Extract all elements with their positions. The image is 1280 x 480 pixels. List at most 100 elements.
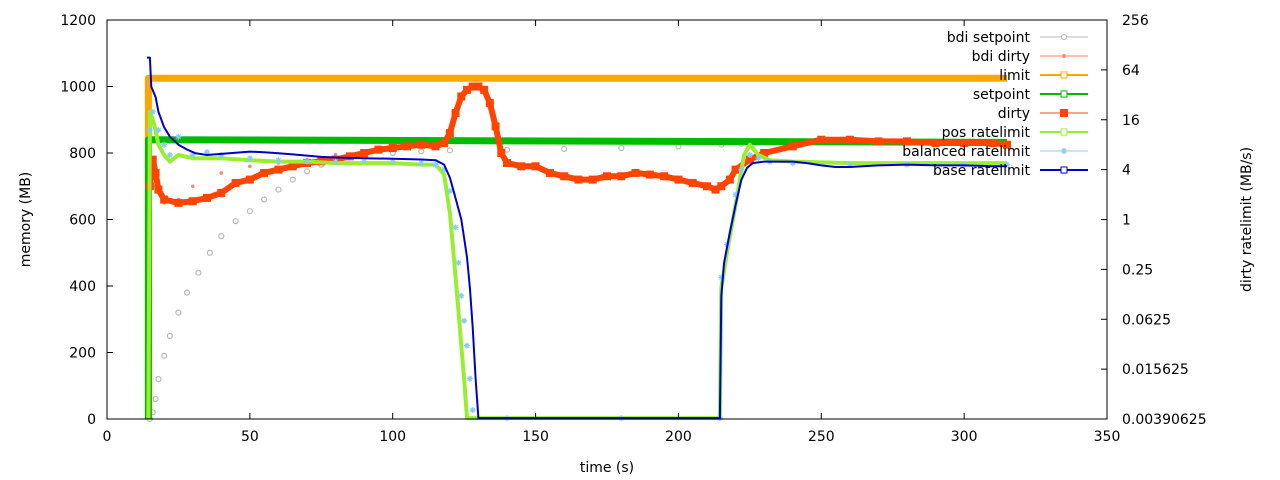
data-point-dirty [903, 137, 911, 146]
y2-tick-label: 16 [1122, 113, 1140, 129]
series-dirty [145, 82, 1011, 207]
data-point-balanced-ratelimit [746, 152, 753, 159]
data-point-dirty [645, 170, 654, 179]
legend-item-setpoint: setpoint [973, 87, 1088, 103]
data-point-dirty [231, 178, 240, 187]
y2-tick-label: 0.00390625 [1122, 412, 1207, 428]
legend-item-bdi-dirty: bdi dirty [972, 49, 1088, 65]
data-point-bdi-setpoint [206, 249, 213, 256]
data-point-dirty [431, 142, 440, 151]
data-point-balanced-ratelimit [461, 317, 468, 324]
data-point-bdi-setpoint [155, 376, 162, 383]
data-point-dirty [517, 162, 526, 171]
data-point-dirty [457, 92, 466, 101]
legend-label: bdi dirty [972, 49, 1030, 65]
x-tick-label: 350 [1094, 429, 1121, 445]
data-point-bdi-dirty [190, 184, 195, 189]
data-point-dirty [440, 139, 449, 148]
x-tick-label: 200 [665, 429, 692, 445]
y2-tick-label: 0.0625 [1122, 312, 1171, 328]
data-point-dirty [603, 172, 611, 181]
legend-marker [1062, 54, 1066, 58]
data-point-dirty [203, 193, 211, 202]
data-point-balanced-ratelimit [718, 274, 725, 281]
data-point-dirty [451, 109, 460, 118]
data-point-bdi-setpoint [418, 148, 425, 155]
data-point-dirty [503, 158, 511, 167]
legend-label: balanced ratelimit [902, 144, 1030, 160]
y-tick-label: 1000 [60, 80, 96, 96]
data-point-dirty [560, 172, 569, 181]
data-point-dirty [588, 175, 597, 184]
data-point-dirty [388, 144, 397, 153]
data-point-balanced-ratelimit [466, 375, 473, 382]
data-point-balanced-ratelimit [432, 161, 439, 168]
data-point-bdi-setpoint [232, 218, 239, 225]
data-point-dirty [480, 85, 489, 94]
data-point-bdi-setpoint [195, 269, 202, 276]
data-point-dirty [745, 155, 754, 164]
series-line-limit [144, 74, 1007, 419]
y-axis-label: memory (MB) [18, 172, 34, 268]
data-point-balanced-ratelimit [418, 160, 425, 167]
data-point-dirty [345, 152, 354, 161]
data-point-dirty [245, 175, 254, 184]
y2-tick-label: 0.015625 [1122, 362, 1189, 378]
data-point-balanced-ratelimit [175, 133, 182, 140]
data-point-bdi-dirty [219, 171, 224, 175]
data-point-dirty [485, 99, 494, 108]
data-point-bdi-setpoint [289, 176, 296, 183]
y-tick-label: 0 [87, 412, 96, 428]
x-axis: 0 50 100 150 200 250 300 350 [103, 20, 1121, 445]
data-point-dirty [711, 185, 720, 194]
data-point-balanced-ratelimit [389, 158, 396, 165]
data-point-dirty [360, 149, 369, 157]
data-point-balanced-ratelimit [204, 149, 210, 156]
legend-label: bdi setpoint [947, 30, 1031, 46]
data-point-bdi-setpoint [218, 233, 225, 240]
data-point-bdi-setpoint [303, 168, 311, 175]
data-point-dirty [288, 162, 297, 171]
data-point-balanced-ratelimit [446, 188, 453, 195]
legend-label: limit [999, 68, 1030, 84]
data-point-balanced-ratelimit [464, 342, 470, 349]
data-point-dirty [417, 140, 426, 149]
series-limit [144, 74, 1007, 419]
legend-marker [1060, 71, 1068, 79]
y-tick-label: 800 [69, 146, 96, 162]
data-point-dirty [845, 135, 854, 144]
data-point-dirty [988, 139, 997, 148]
y2-axis-label: dirty ratelimit (MB/s) [1239, 147, 1255, 292]
data-point-dirty [760, 149, 769, 157]
series-line-base-ratelimit [147, 56, 1007, 420]
data-point-balanced-ratelimit [166, 152, 173, 159]
legend-marker [1060, 90, 1068, 98]
data-point-balanced-ratelimit [441, 166, 448, 173]
y-tick-label: 1200 [60, 13, 96, 29]
series-pos-ratelimit [146, 109, 1007, 421]
data-point-balanced-ratelimit [161, 141, 168, 148]
x-tick-label: 300 [951, 429, 978, 445]
data-point-bdi-setpoint [618, 144, 625, 152]
data-point-dirty [931, 139, 940, 148]
data-point-balanced-ratelimit [149, 108, 156, 115]
y2-tick-label: 256 [1122, 13, 1149, 29]
data-point-dirty [217, 188, 226, 197]
y2-tick-label: 64 [1122, 63, 1140, 79]
data-point-balanced-ratelimit [732, 191, 739, 198]
data-point-bdi-setpoint [166, 332, 173, 339]
data-point-bdi-dirty [248, 164, 252, 169]
data-point-dirty [403, 142, 411, 151]
y2-tick-label: 0.25 [1122, 262, 1153, 278]
data-point-balanced-ratelimit [452, 224, 459, 231]
data-point-dirty [491, 122, 500, 131]
data-point-dirty [703, 182, 711, 191]
data-point-dirty [445, 129, 454, 138]
data-point-dirty [874, 137, 883, 146]
data-point-bdi-setpoint [152, 395, 159, 403]
data-point-bdi-setpoint [261, 196, 268, 203]
data-point-dirty [817, 135, 826, 144]
legend-item-bdi-setpoint: bdi setpoint [947, 30, 1088, 46]
legend-label: dirty [998, 106, 1030, 122]
y-tick-label: 200 [69, 346, 96, 362]
